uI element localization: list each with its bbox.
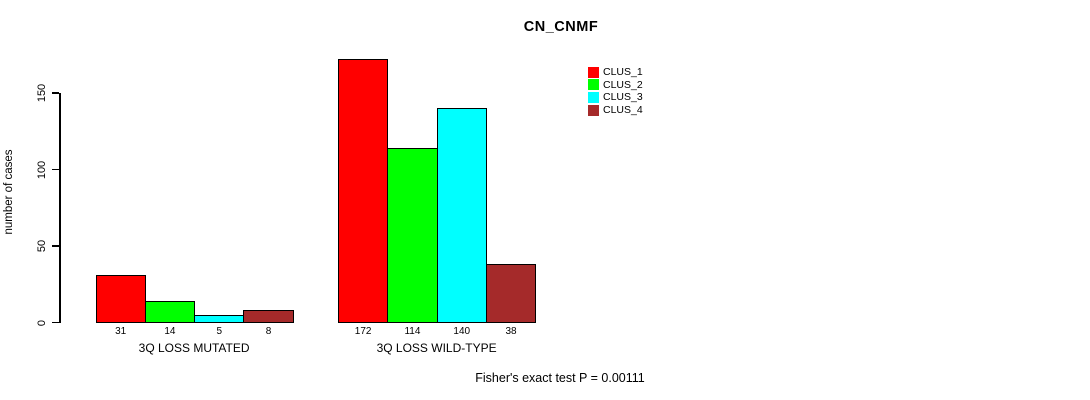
- bar-value-label: 8: [265, 326, 272, 337]
- bar-value-label: 140: [453, 326, 471, 337]
- bar-value-label: 5: [216, 326, 223, 337]
- bar-value-label: 114: [404, 326, 421, 337]
- y-axis-line: [59, 93, 61, 323]
- y-tick-mark: [52, 168, 59, 171]
- bar-clus_4-group2: [485, 264, 537, 323]
- bar-clus_3-group1: [194, 314, 245, 323]
- bar-value-label: 31: [115, 326, 127, 337]
- bar-value-label: 172: [354, 326, 372, 337]
- x-category-label: 3Q LOSS WILD-TYPE: [376, 341, 497, 355]
- chart-title: CN_CNMF: [523, 19, 599, 35]
- x-category-label: 3Q LOSS MUTATED: [138, 341, 250, 355]
- bar-value-label: 38: [505, 326, 517, 337]
- bar-clus_2-group2: [387, 148, 438, 323]
- bar-clus_1-group1: [95, 275, 146, 323]
- bar-value-label: 14: [164, 326, 176, 337]
- y-tick-mark: [52, 92, 59, 94]
- y-tick-label: 100: [36, 160, 48, 179]
- y-tick-label: 0: [36, 319, 48, 326]
- bar-clus_1-group2: [338, 59, 389, 323]
- y-tick-label: 150: [36, 83, 48, 103]
- y-tick-mark: [52, 245, 59, 247]
- bar-clus_4-group1: [243, 310, 294, 323]
- bar-clus_2-group1: [144, 301, 196, 323]
- y-tick-mark: [52, 321, 59, 324]
- bar-clus_3-group2: [436, 108, 487, 323]
- y-tick-label: 50: [36, 239, 48, 253]
- annotation-text: Fisher's exact test P = 0.00111: [475, 371, 645, 385]
